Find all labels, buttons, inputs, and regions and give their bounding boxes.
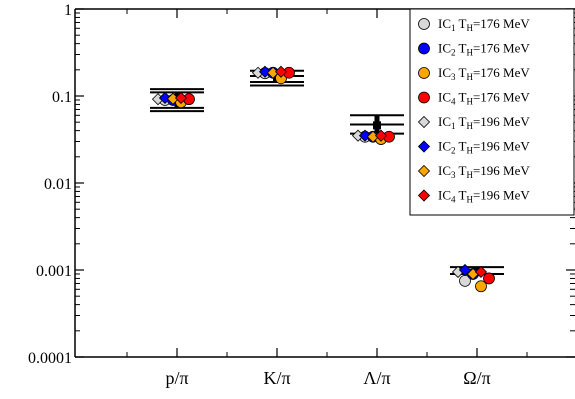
x-category-label: Λ/π	[363, 368, 390, 388]
legend-label: IC1 TH=176 MeV	[438, 16, 530, 33]
legend-marker-diamond	[417, 189, 431, 202]
legend-marker-circle	[418, 67, 430, 79]
data-point-diamond	[258, 65, 272, 78]
legend-marker-circle	[418, 42, 430, 55]
y-tick-label: 0.0001	[28, 350, 72, 367]
legend-marker-diamond	[417, 140, 431, 153]
y-tick-label: 0.1	[52, 89, 72, 106]
x-category-label: Ω/π	[463, 368, 490, 388]
data-point-diamond	[158, 91, 172, 105]
data-point-diamond	[374, 129, 388, 142]
legend-label: IC2 TH=176 MeV	[438, 41, 530, 58]
legend-marker-circle	[418, 18, 430, 30]
data-point-diamond	[474, 265, 488, 279]
y-tick-label: 1	[64, 2, 72, 19]
legend-label: IC4 TH=176 MeV	[438, 90, 530, 107]
legend-marker-diamond	[417, 115, 431, 129]
y-tick-label: 0.01	[44, 176, 72, 193]
legend-label: IC1 TH=196 MeV	[438, 114, 530, 131]
data-point-diamond	[174, 91, 188, 105]
data-point-circle	[475, 280, 487, 293]
legend-label: IC3 TH=176 MeV	[438, 65, 530, 82]
y-tick-label: 0.001	[36, 263, 72, 280]
legend-label: IC2 TH=196 MeV	[438, 139, 530, 156]
data-point-diamond	[458, 263, 472, 277]
legend-label: IC3 TH=196 MeV	[438, 163, 530, 180]
legend-marker-diamond	[417, 164, 431, 178]
data-point-circle	[483, 272, 495, 285]
data-point-diamond	[358, 129, 372, 142]
data-central-value	[373, 121, 381, 130]
data-point-diamond	[274, 65, 288, 78]
legend-box	[409, 8, 575, 216]
x-category-label: K/π	[263, 368, 290, 388]
legend-marker-circle	[418, 91, 430, 104]
x-category-label: p/π	[165, 368, 188, 388]
legend-label: IC4 TH=196 MeV	[438, 188, 530, 205]
